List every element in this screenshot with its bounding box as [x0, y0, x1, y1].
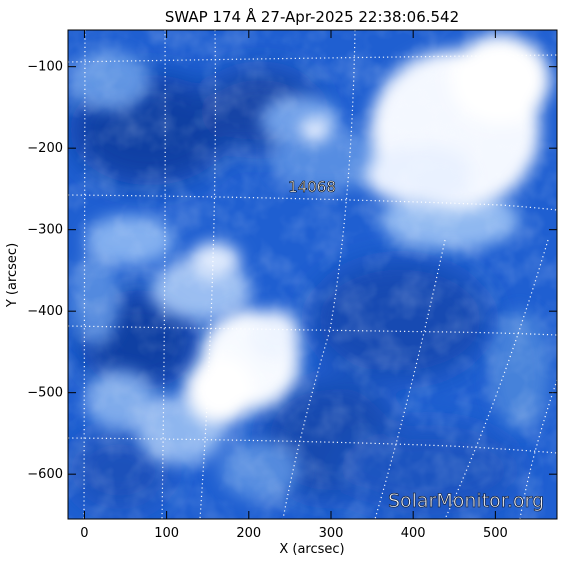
- solar-euv-image: 14068 SolarMonitor.org: [68, 30, 557, 519]
- figure-title: SWAP 174 Å 27-Apr-2025 22:38:06.542: [165, 7, 459, 26]
- y-tick-label: −500: [27, 386, 63, 401]
- y-tick-label: −600: [27, 467, 63, 482]
- heliographic-grid: [68, 30, 557, 519]
- x-axis-label: X (arcsec): [279, 542, 344, 557]
- active-region-label: 14068: [288, 178, 336, 196]
- x-tick-label: 500: [483, 526, 508, 541]
- x-axis: 0 100 200 300 400 500: [80, 30, 508, 541]
- x-tick-label: 100: [154, 526, 179, 541]
- watermark: SolarMonitor.org: [388, 490, 544, 512]
- y-tick-label: −300: [27, 223, 63, 238]
- x-tick-label: 400: [401, 526, 426, 541]
- x-tick-label: 300: [319, 526, 344, 541]
- y-tick-label: −400: [27, 304, 63, 319]
- y-axis-label: Y (arcsec): [5, 243, 20, 308]
- y-axis: −100 −200 −300 −400 −500 −600: [27, 60, 557, 482]
- x-tick-label: 0: [80, 526, 88, 541]
- y-tick-label: −200: [27, 141, 63, 156]
- y-tick-label: −100: [27, 60, 63, 75]
- x-tick-label: 200: [236, 526, 261, 541]
- plot-frame: [67, 29, 558, 520]
